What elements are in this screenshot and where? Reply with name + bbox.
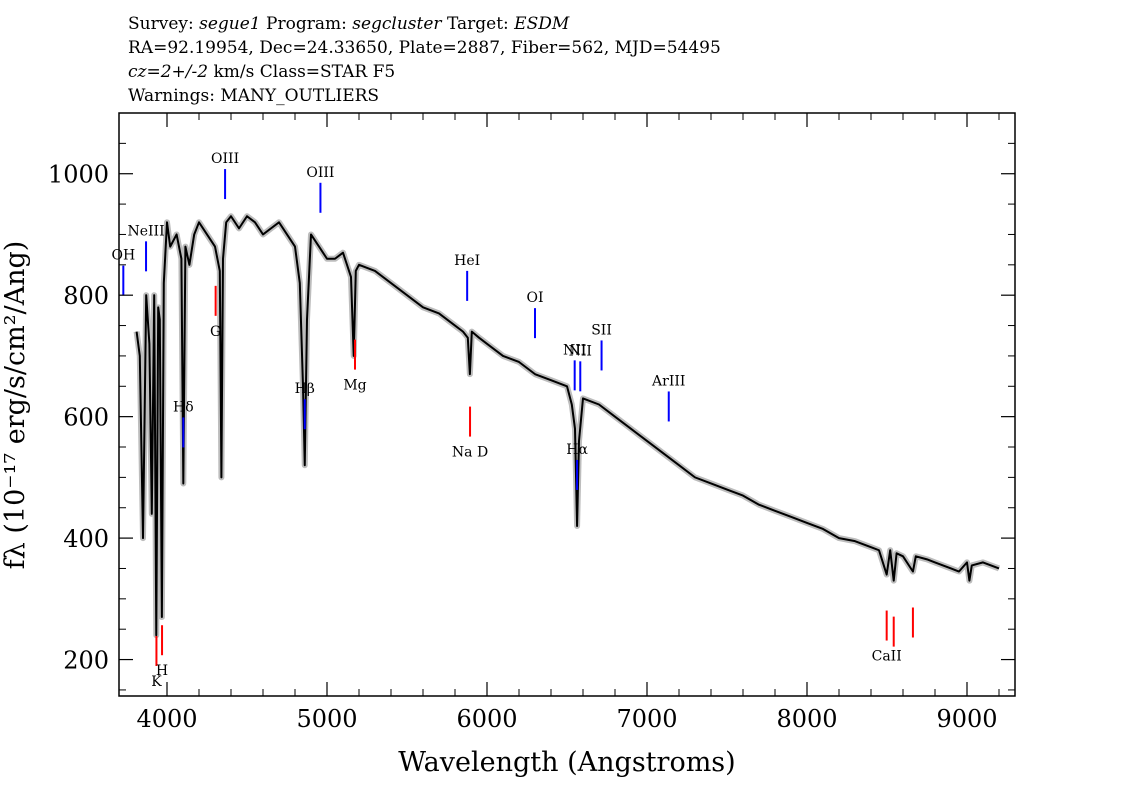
line-marker-label: OIII — [306, 165, 334, 181]
y-tick-label: 1000 — [48, 161, 109, 189]
line-marker-label: Hβ — [295, 381, 315, 397]
line-marker-label: Mg — [343, 378, 366, 394]
flux-layer — [135, 215, 1000, 637]
line-marker-label: G — [210, 324, 221, 340]
header-line-redshift: cz=2+/-2 km/s Class=STAR F5 — [128, 62, 395, 82]
target-value: ESDM — [514, 14, 570, 34]
flux-error-band — [133, 213, 1001, 639]
line-marker-label: Hδ — [173, 399, 194, 415]
x-axis-label: Wavelength (Angstroms) — [398, 747, 735, 778]
error-band-layer — [133, 213, 1001, 639]
y-tick-label: 800 — [63, 282, 109, 310]
program-value: segcluster — [352, 14, 442, 34]
axis-layer: 4000 5000 6000 7000 8000 9000 200 400 600 800 1000 — [48, 113, 1015, 733]
survey-value: segue1 — [199, 14, 261, 34]
x-tick-label: 4000 — [136, 705, 197, 733]
x-tick-label: 8000 — [776, 705, 837, 733]
x-tick-label: 5000 — [296, 705, 357, 733]
line-marker-layer: OH NeIII Hδ OIII Hβ OIII HeI OI NII Hα NII SII ArIII… — [111, 151, 914, 690]
class-value: km/s Class=STAR F5 — [213, 62, 396, 82]
line-marker-label: ArIII — [651, 373, 685, 389]
line-marker-label: H — [156, 663, 168, 679]
y-tick-label: 200 — [63, 647, 109, 675]
line-marker-label: NeIII — [127, 223, 164, 239]
x-tick-label: 7000 — [616, 705, 677, 733]
line-marker-label: Na D — [452, 445, 488, 461]
line-marker-label: SII — [591, 322, 612, 338]
x-tick-label: 6000 — [456, 705, 517, 733]
flux-line — [135, 215, 1000, 637]
header-line-coords: RA=92.19954, Dec=24.33650, Plate=2887, F… — [128, 38, 721, 58]
line-marker-label: OH — [111, 248, 135, 264]
line-marker-label: NII — [569, 343, 592, 359]
program-label: Program: — [266, 14, 347, 34]
plot-frame — [118, 112, 1016, 697]
y-axis-label: fλ (10⁻¹⁷ erg/s/cm²/Ang) — [0, 241, 31, 570]
line-marker-label: K — [151, 674, 162, 690]
y-tick-label: 600 — [63, 404, 109, 432]
x-tick-label: 9000 — [936, 705, 997, 733]
line-marker-label: OIII — [211, 151, 239, 167]
line-marker-label: CaII — [872, 649, 902, 665]
line-marker-label: Hα — [566, 442, 588, 458]
line-marker-label: OI — [526, 290, 543, 306]
target-label: Target: — [446, 14, 509, 34]
line-marker-label: HeI — [454, 253, 480, 269]
header-line-survey: Survey: segue1 Program: segcluster Targe… — [128, 14, 569, 34]
line-marker-label: NII — [563, 342, 586, 358]
header-line-warnings: Warnings: MANY_OUTLIERS — [128, 86, 380, 106]
y-tick-label: 400 — [63, 525, 109, 553]
survey-label: Survey: — [128, 14, 194, 34]
cz-value: cz=2+/-2 — [128, 62, 209, 82]
